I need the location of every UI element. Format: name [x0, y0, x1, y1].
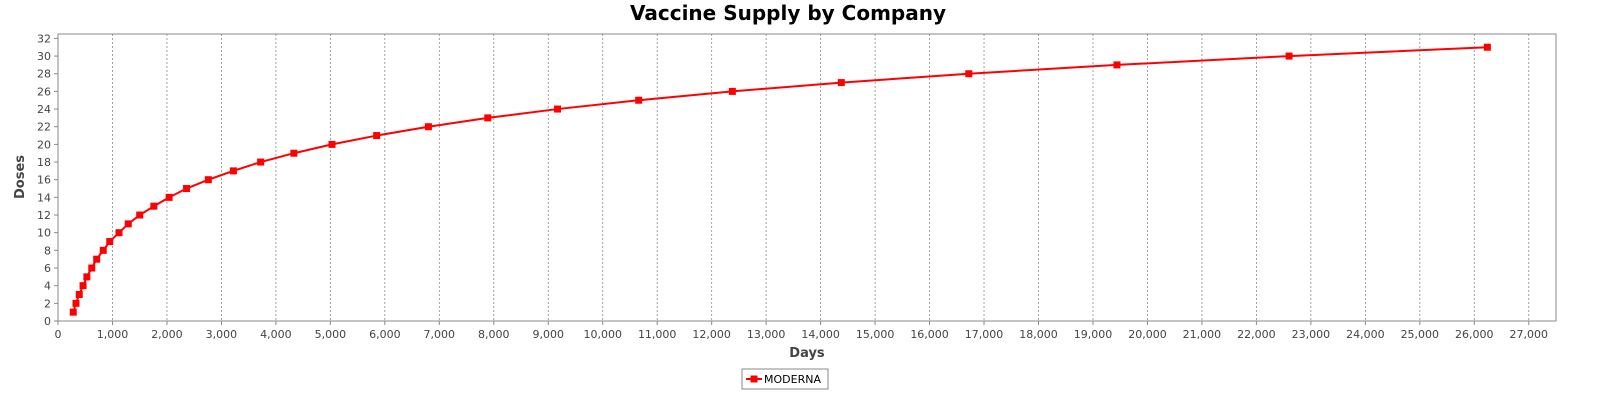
- y-tick-label: 18: [37, 156, 51, 169]
- x-tick-label: 14,000: [801, 328, 840, 341]
- data-point: [229, 167, 237, 175]
- y-tick-label: 26: [37, 85, 51, 98]
- data-point: [373, 132, 381, 140]
- data-point: [257, 158, 265, 166]
- x-tick-label: 27,000: [1510, 328, 1549, 341]
- y-tick-label: 20: [37, 138, 51, 151]
- legend-label-moderna: MODERNA: [764, 373, 821, 386]
- chart-title: Vaccine Supply by Company: [630, 1, 946, 25]
- legend-box: [741, 368, 829, 390]
- x-tick-label: 15,000: [856, 328, 895, 341]
- data-point: [79, 282, 87, 290]
- x-tick-label: 20,000: [1128, 328, 1167, 341]
- x-tick-label: 6,000: [369, 328, 401, 341]
- x-tick-label: 0: [55, 328, 62, 341]
- data-point: [554, 105, 562, 113]
- data-point: [88, 264, 96, 272]
- y-tick-label: 14: [37, 191, 51, 204]
- data-point: [204, 176, 212, 184]
- y-axis-label: Doses: [13, 155, 28, 199]
- x-axis-label: Days: [789, 346, 825, 361]
- legend-marker-swatch: [750, 375, 758, 383]
- y-tick-label: 0: [44, 315, 51, 328]
- data-point: [136, 211, 144, 219]
- data-point: [424, 123, 432, 131]
- x-tick-label: 4,000: [260, 328, 292, 341]
- data-point: [484, 114, 492, 122]
- y-tick-label: 6: [44, 262, 51, 275]
- plot-area: [57, 33, 1557, 322]
- y-tick-label: 4: [44, 280, 51, 293]
- data-point: [75, 291, 83, 299]
- y-tick-label: 12: [37, 209, 51, 222]
- data-point: [72, 299, 80, 307]
- x-tick-label: 25,000: [1401, 328, 1440, 341]
- data-point: [635, 96, 643, 104]
- x-tick-label: 19,000: [1074, 328, 1113, 341]
- data-point: [115, 229, 123, 237]
- x-tick-label: 1,000: [97, 328, 129, 341]
- x-tick-label: 17,000: [965, 328, 1004, 341]
- data-point: [965, 70, 973, 78]
- x-tick-label: 11,000: [638, 328, 677, 341]
- data-point: [1483, 43, 1491, 51]
- x-tick-label: 13,000: [747, 328, 786, 341]
- y-tick-label: 32: [37, 32, 51, 45]
- x-tick-label: 2,000: [151, 328, 183, 341]
- x-tick-label: 16,000: [910, 328, 949, 341]
- x-tick-label: 18,000: [1019, 328, 1058, 341]
- x-tick-label: 24,000: [1346, 328, 1385, 341]
- x-tick-label: 22,000: [1237, 328, 1276, 341]
- data-point: [837, 79, 845, 87]
- data-point: [83, 273, 91, 281]
- data-point: [290, 149, 298, 157]
- y-tick-label: 2: [44, 297, 51, 310]
- y-tick-label: 22: [37, 121, 51, 134]
- data-point: [728, 87, 736, 95]
- y-tick-label: 24: [37, 103, 51, 116]
- legend: MODERNA: [741, 368, 829, 390]
- x-tick-label: 26,000: [1455, 328, 1494, 341]
- x-tick-label: 21,000: [1183, 328, 1222, 341]
- x-tick-label: 9,000: [533, 328, 565, 341]
- data-point: [106, 238, 114, 246]
- x-tick-label: 23,000: [1292, 328, 1331, 341]
- x-axis: 0 1,000 2,000 3,000 4,000 5,000 6,000 7,000 8,00…: [55, 321, 1549, 341]
- x-tick-label: 8,000: [478, 328, 510, 341]
- data-point: [165, 193, 173, 201]
- x-tick-label: 12,000: [692, 328, 731, 341]
- x-tick-label: 3,000: [206, 328, 238, 341]
- y-tick-label: 8: [44, 244, 51, 257]
- data-point: [1285, 52, 1293, 60]
- x-tick-label: 10,000: [583, 328, 622, 341]
- data-point: [93, 255, 101, 263]
- y-tick-label: 16: [37, 174, 51, 187]
- data-point: [183, 185, 191, 193]
- y-tick-label: 10: [37, 227, 51, 240]
- x-tick-label: 5,000: [315, 328, 347, 341]
- data-point: [69, 308, 77, 316]
- y-tick-label: 30: [37, 50, 51, 63]
- data-point: [1113, 61, 1121, 69]
- data-point: [328, 140, 336, 148]
- data-point: [124, 220, 132, 228]
- data-point: [150, 202, 158, 210]
- x-tick-label: 7,000: [424, 328, 456, 341]
- series-layer: [69, 43, 1491, 316]
- y-tick-label: 28: [37, 68, 51, 81]
- data-point: [99, 246, 107, 254]
